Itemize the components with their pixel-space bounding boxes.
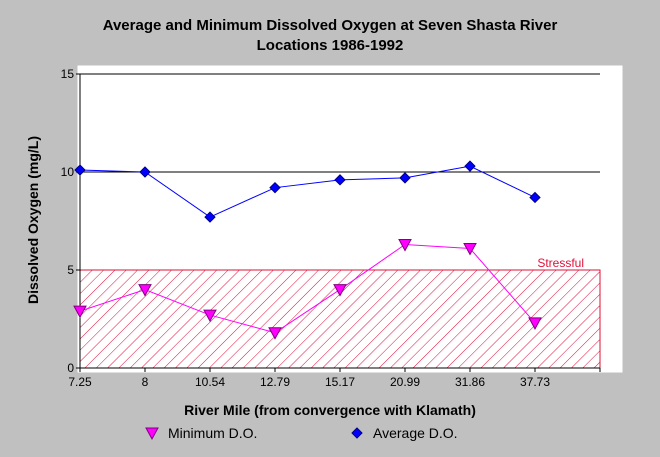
average-point	[529, 191, 541, 204]
x-tick-label: 12.79	[260, 375, 290, 389]
legend-minimum-label: Minimum D.O.	[168, 425, 257, 441]
y-tick-label: 10	[61, 165, 75, 179]
minimum-point	[138, 284, 152, 297]
x-tick-label: 8	[142, 375, 149, 389]
y-axis-title: Dissolved Oxygen (mg/L)	[25, 136, 41, 304]
minimum-point	[333, 284, 347, 297]
x-tick-label: 37.73	[520, 375, 550, 389]
x-tick-label: 31.86	[455, 375, 485, 389]
average-point	[204, 211, 216, 223]
axes-layer	[76, 73, 601, 372]
tick-labels-layer: 0 5 10 15 7.25 8 10.54 12.79 15.17 20.99 31.86 37.7…	[61, 67, 551, 389]
average-point	[464, 160, 476, 172]
average-point	[334, 174, 346, 186]
series-layer	[73, 160, 542, 340]
legend: Minimum D.O. Average D.O.	[145, 425, 458, 441]
minimum-point	[73, 305, 87, 319]
x-tick-label: 7.25	[68, 375, 92, 389]
y-tick-label: 15	[61, 67, 75, 81]
x-axis-title: River Mile (from convergence with Klamat…	[184, 402, 476, 418]
average-point	[139, 166, 151, 178]
x-tick-label: 10.54	[195, 375, 225, 389]
legend-average-label: Average D.O.	[373, 425, 458, 441]
zones-layer: Stressful	[79, 256, 601, 369]
minimum-point	[528, 317, 542, 330]
x-tick-label: 20.99	[390, 375, 420, 389]
average-series-line	[79, 165, 536, 218]
minimum-point	[268, 327, 282, 340]
average-point	[74, 164, 86, 176]
chart-title-line-2: Locations 1986-1992	[257, 37, 404, 54]
minimum-point	[463, 242, 477, 256]
x-tick-label: 15.17	[325, 375, 355, 389]
y-tick-label: 5	[67, 263, 74, 277]
y-tick-label: 0	[67, 361, 74, 375]
minimum-point	[203, 309, 217, 323]
gridlines-layer	[80, 73, 600, 173]
minimum-point	[398, 239, 412, 252]
average-point	[269, 181, 281, 194]
stressful-zone-label: Stressful	[537, 256, 584, 270]
chart-title-line-1: Average and Minimum Dissolved Oxygen at …	[103, 17, 558, 34]
average-point	[399, 172, 411, 184]
legend-minimum-icon	[145, 427, 159, 441]
legend-average-icon	[351, 427, 363, 439]
minimum-series-line	[79, 244, 536, 334]
